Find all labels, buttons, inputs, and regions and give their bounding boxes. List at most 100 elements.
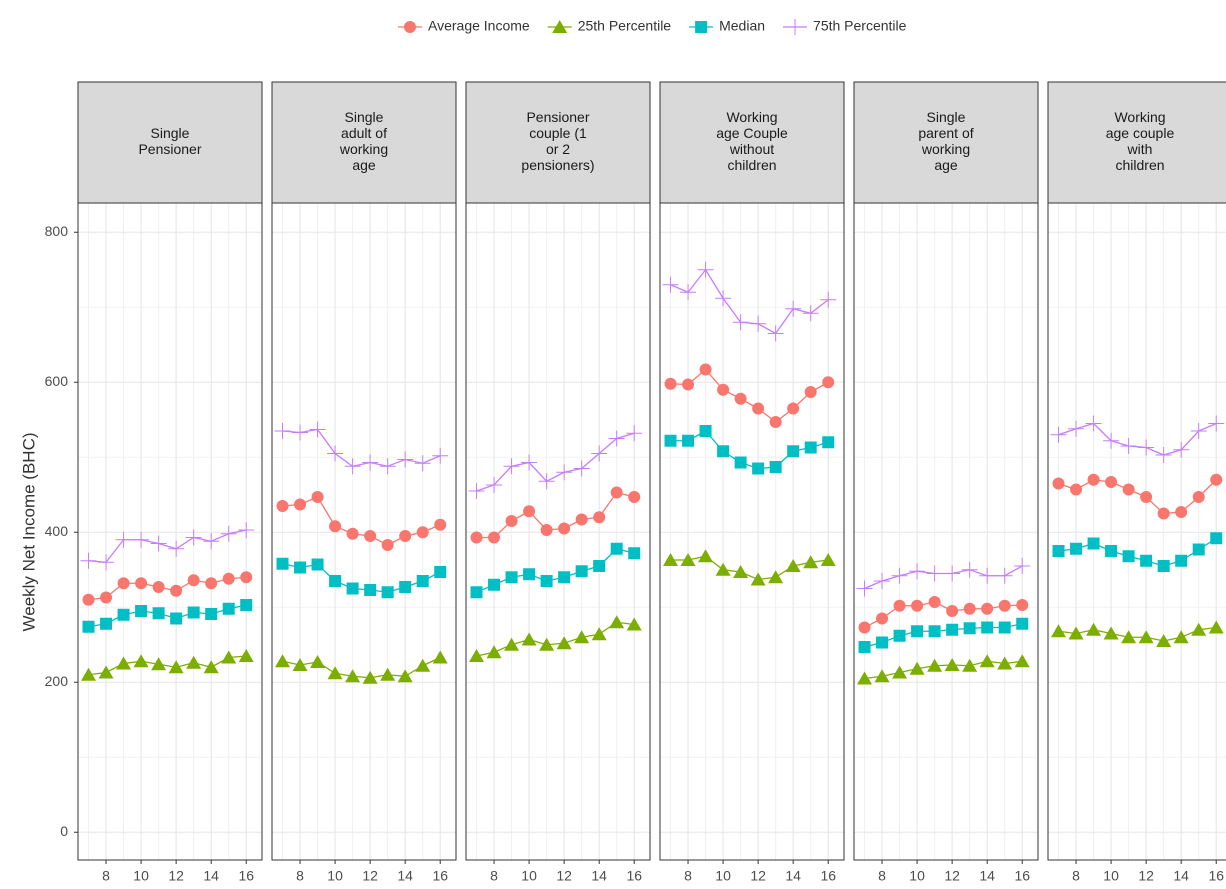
point	[664, 434, 677, 447]
point	[609, 615, 625, 629]
point	[928, 625, 941, 638]
point	[1050, 426, 1067, 443]
legend-label: Average Income	[428, 18, 530, 34]
point	[1190, 423, 1207, 439]
point	[81, 667, 97, 681]
point	[133, 531, 150, 548]
point	[715, 290, 732, 307]
series-line	[864, 623, 1023, 648]
point	[185, 529, 202, 546]
point	[1208, 620, 1224, 634]
point	[117, 577, 130, 590]
point	[927, 658, 943, 672]
strip-label: Working	[1114, 109, 1165, 125]
point	[591, 445, 608, 462]
point	[539, 637, 555, 651]
series-line	[476, 621, 635, 657]
point	[416, 526, 429, 539]
point	[152, 581, 165, 593]
point	[573, 460, 590, 477]
strip	[1047, 81, 1226, 204]
point	[1085, 415, 1102, 432]
x-tick-label: 14	[591, 868, 607, 884]
x-tick-label: 12	[362, 868, 378, 884]
point	[505, 571, 518, 584]
plot-background	[78, 203, 262, 860]
y-tick-label: 600	[45, 373, 69, 389]
point	[1070, 483, 1083, 496]
strip-label: without	[729, 141, 774, 157]
x-tick-label: 12	[944, 868, 960, 884]
point	[892, 665, 908, 679]
point	[205, 577, 218, 590]
point	[205, 608, 218, 620]
point	[309, 421, 326, 438]
point	[787, 445, 800, 458]
point	[381, 539, 394, 551]
point	[434, 566, 447, 578]
point	[117, 608, 130, 621]
point	[432, 447, 449, 464]
point	[909, 661, 925, 675]
x-tick-label: 12	[556, 868, 572, 884]
point	[997, 656, 1013, 670]
point	[222, 572, 235, 585]
point	[1052, 477, 1065, 490]
x-tick-label: 8	[296, 868, 304, 884]
point	[82, 620, 95, 633]
point	[768, 570, 784, 584]
point	[769, 416, 782, 428]
point	[399, 530, 412, 542]
point	[1014, 654, 1030, 668]
point	[115, 531, 132, 548]
point	[327, 666, 343, 680]
point	[488, 531, 501, 544]
strip-label: with	[1127, 141, 1153, 157]
point	[1155, 447, 1172, 463]
series-line	[1058, 479, 1217, 515]
point	[292, 424, 309, 441]
point	[152, 607, 165, 620]
point	[1138, 630, 1154, 644]
point	[80, 552, 97, 569]
point	[717, 383, 730, 396]
point	[1191, 622, 1207, 636]
strip-label: age couple	[1106, 125, 1175, 141]
point	[521, 632, 537, 646]
point	[699, 425, 712, 437]
x-tick-label: 10	[133, 868, 149, 884]
point	[962, 658, 978, 672]
point	[911, 625, 924, 638]
point	[397, 451, 414, 468]
point	[100, 591, 113, 604]
x-tick-label: 14	[785, 868, 801, 884]
x-tick-label: 12	[750, 868, 766, 884]
point	[874, 573, 891, 589]
point	[311, 491, 324, 503]
point	[1068, 626, 1084, 640]
legend-label: 25th Percentile	[578, 18, 672, 34]
strip	[77, 81, 263, 204]
point	[717, 445, 730, 458]
series-line	[1058, 537, 1217, 567]
point	[591, 627, 607, 641]
legend-symbol	[787, 19, 804, 35]
series-line	[88, 576, 247, 601]
strip-label: Working	[726, 109, 777, 125]
strip-label: parent of	[918, 125, 973, 141]
point	[963, 622, 976, 635]
series-line	[476, 491, 635, 539]
point	[1157, 507, 1170, 520]
point	[769, 461, 782, 473]
x-tick-label: 10	[909, 868, 925, 884]
point	[926, 565, 943, 582]
point	[505, 515, 518, 527]
plot-background	[1048, 203, 1226, 860]
point	[346, 527, 359, 540]
series-line	[864, 660, 1023, 680]
point	[220, 525, 237, 542]
point	[379, 458, 396, 475]
point	[911, 599, 924, 612]
y-tick-label: 200	[45, 673, 69, 689]
point	[364, 584, 377, 596]
